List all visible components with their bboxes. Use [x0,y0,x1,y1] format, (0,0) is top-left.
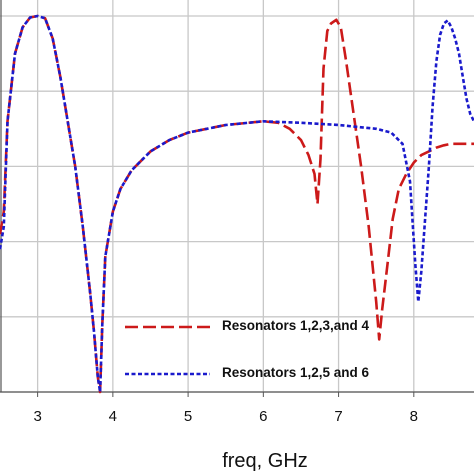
series-line-1 [0,14,474,394]
series-lines [0,14,474,394]
x-axis-title: freq, GHz [222,450,308,472]
legend-label-series-2: Resonators 1,2,5 and 6 [222,365,370,380]
x-tick-labels: 3 4 5 6 7 8 [33,392,418,425]
grid [0,0,474,393]
legend-label-series-1: Resonators 1,2,3,and 4 [222,318,370,333]
legend: Resonators 1,2,3,and 4 Resonators 1,2,5 … [125,318,370,380]
x-tick-label: 7 [334,408,342,425]
x-tick-label: 5 [184,408,192,425]
x-tick-label: 6 [259,408,267,425]
series-line-2 [0,14,474,394]
x-tick-label: 4 [109,408,117,425]
x-tick-label: 8 [410,408,418,425]
x-tick-label: 3 [33,408,41,425]
